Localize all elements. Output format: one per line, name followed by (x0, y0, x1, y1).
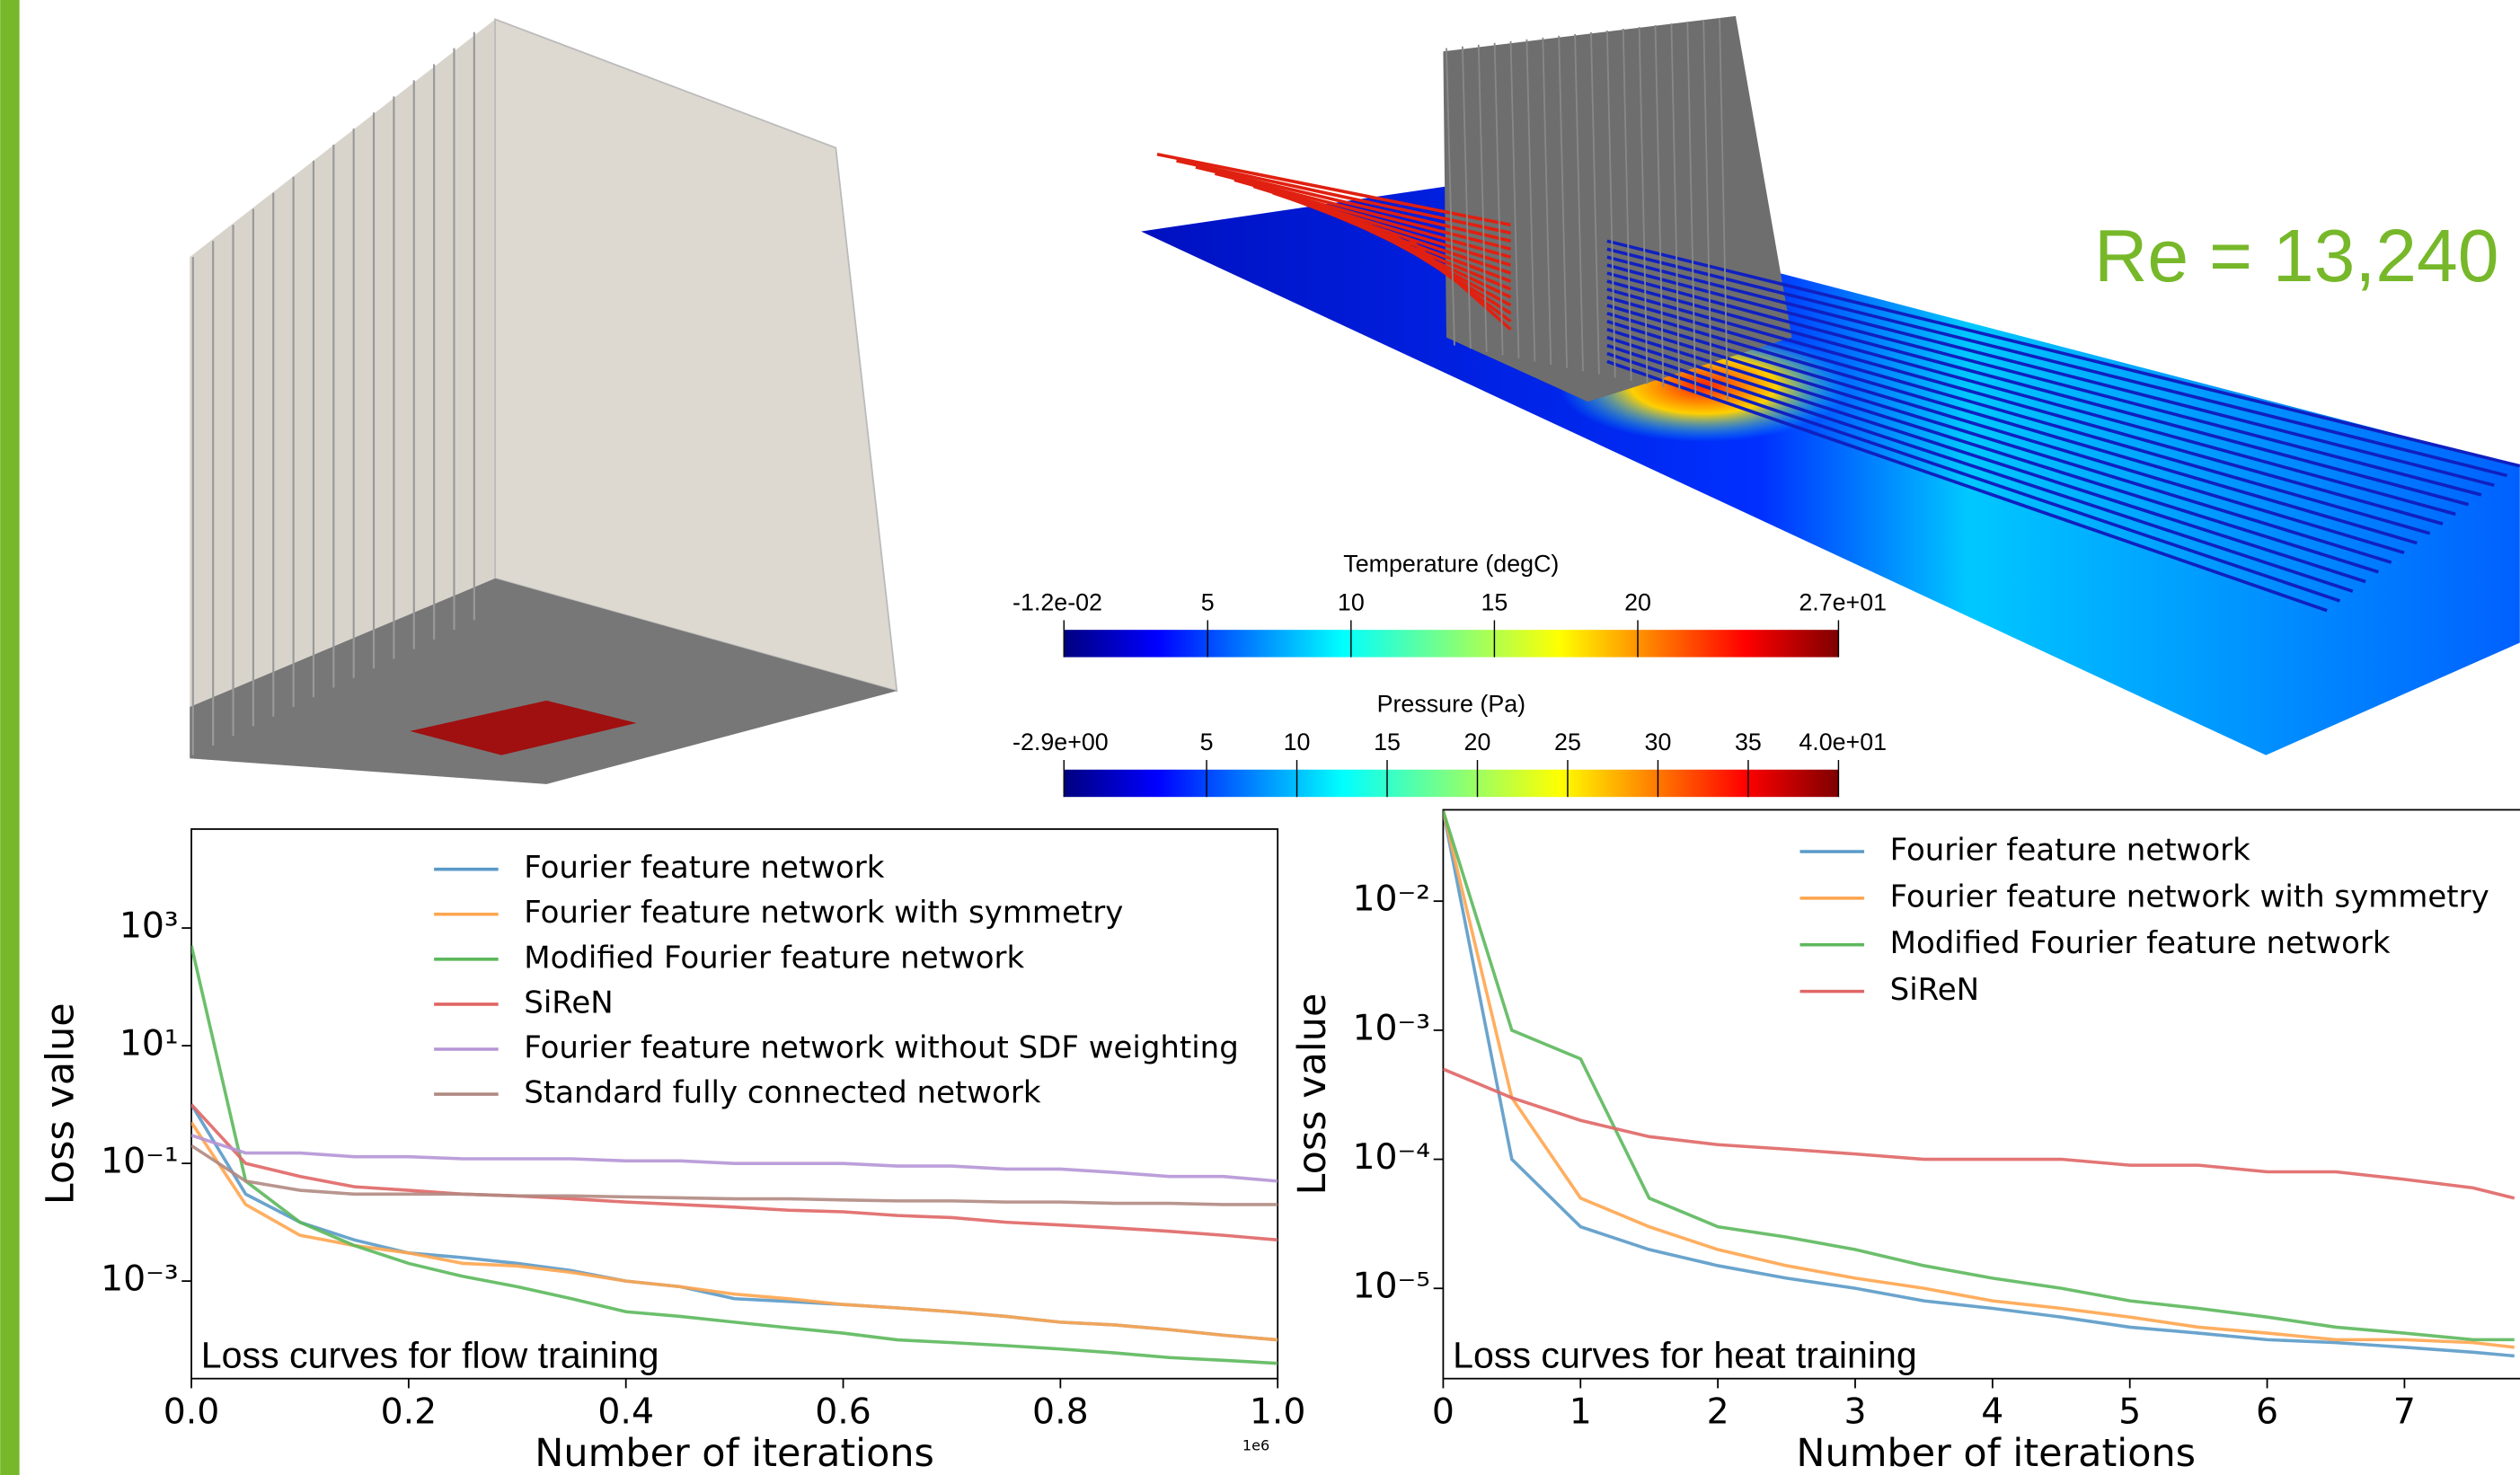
x-tick-label: 0 (1432, 1391, 1455, 1433)
legend-label: Modified Fourier feature network (524, 940, 1024, 976)
x-tick-label: 0.0 (164, 1391, 220, 1433)
colorbar-tick-label: 15 (1374, 729, 1401, 755)
legend-label: Modified Fourier feature network (1890, 925, 2391, 961)
x-tick-label: 3 (1844, 1391, 1866, 1433)
y-tick-label: 10⁻³ (101, 1259, 179, 1300)
x-tick-label: 5 (2118, 1391, 2141, 1433)
x-tick-label: 6 (2256, 1391, 2278, 1433)
legend-label: Fourier feature network with symmetry (1890, 879, 2489, 914)
colorbar-tick-label: 35 (1735, 729, 1762, 755)
y-tick-label: 10⁻² (1352, 879, 1430, 920)
legend-label: SiReN (524, 985, 613, 1020)
y-axis-label: Loss value (38, 1002, 83, 1205)
loss-line (191, 1135, 1278, 1181)
chart-annotation: Loss curves for flow training (201, 1334, 659, 1375)
slide: Re = 13,240 Temperature (degC) -1.2e-02 5 1… (0, 0, 2520, 1475)
y-tick-label: 10⁻⁴ (1352, 1136, 1430, 1178)
colorbar-title: Pressure (Pa) (1377, 690, 1526, 717)
colorbar-tick-label: 10 (1284, 729, 1311, 755)
colorbar-tick-label: 20 (1464, 729, 1491, 755)
colorbar-tick-label: 25 (1554, 729, 1581, 755)
x-tick-label: 0.2 (381, 1391, 438, 1433)
legend-label: Fourier feature network (524, 850, 884, 886)
loss-line (191, 1122, 1278, 1339)
legend-label: Fourier feature network with symmetry (524, 895, 1123, 931)
colorbar-tick-label: 10 (1338, 589, 1365, 616)
colorbar-tick-label: -1.2e-02 (1012, 589, 1102, 616)
colorbar-tick-label: 2.7e+01 (1799, 589, 1887, 616)
x-axis-label: Number of iterations (1796, 1431, 2196, 1475)
colorbar-tick-label: 5 (1200, 729, 1214, 755)
line-chart: Fourier feature network Fourier feature n… (1290, 809, 2520, 1475)
reynolds-label: Re = 13,240 (2094, 216, 2499, 297)
legend-label: SiReN (1890, 972, 1979, 1008)
chart-annotation: Loss curves for heat training (1453, 1334, 1917, 1375)
y-tick-label: 10⁻³ (1352, 1007, 1430, 1048)
loss-line (191, 1145, 1278, 1205)
colorbar-tick-label: 15 (1481, 589, 1508, 616)
x-offset-label: 1e6 (1242, 1436, 1269, 1453)
colorbar-tick-label: -2.9e+00 (1012, 729, 1109, 755)
loss-line (191, 1105, 1278, 1340)
y-tick-label: 10³ (119, 905, 179, 947)
legend-label: Fourier feature network (1890, 832, 2250, 868)
colorbar (1064, 630, 1838, 657)
loss-line (1443, 1069, 2514, 1198)
colorbar (1064, 770, 1838, 797)
x-tick-label: 0.6 (815, 1391, 871, 1433)
y-tick-label: 10¹ (119, 1023, 179, 1064)
x-tick-label: 1 (1569, 1391, 1592, 1433)
y-axis-label: Loss value (1290, 994, 1335, 1196)
x-tick-label: 0.4 (597, 1391, 654, 1433)
y-tick-label: 10⁻⁵ (1352, 1266, 1430, 1307)
heatsink-render (190, 19, 897, 783)
x-tick-label: 0.8 (1032, 1391, 1089, 1433)
line-chart: Fourier feature network Fourier feature n… (38, 829, 1305, 1475)
x-axis-label: Number of iterations (535, 1431, 934, 1475)
x-tick-label: 1.0 (1250, 1391, 1306, 1433)
accent-bar (0, 0, 19, 1475)
y-tick-label: 10⁻¹ (101, 1141, 179, 1182)
legend-label: Standard fully connected network (524, 1075, 1041, 1111)
x-tick-label: 2 (1707, 1391, 1729, 1433)
charts: Fourier feature network Fourier feature n… (38, 809, 2520, 1475)
legend-label: Fourier feature network without SDF weig… (524, 1030, 1238, 1066)
colorbar-tick-label: 30 (1645, 729, 1672, 755)
colorbar-title: Temperature (degC) (1343, 551, 1559, 578)
colorbar-tick-label: 4.0e+01 (1799, 729, 1887, 755)
colorbars: Temperature (degC) -1.2e-02 5 10 15 20 2.7e+01… (1012, 551, 1887, 797)
x-tick-label: 7 (2393, 1391, 2416, 1433)
loss-line (191, 946, 1278, 1364)
x-tick-label: 4 (1981, 1391, 2003, 1433)
colorbar-tick-label: 5 (1201, 589, 1215, 616)
colorbar-tick-label: 20 (1624, 589, 1651, 616)
